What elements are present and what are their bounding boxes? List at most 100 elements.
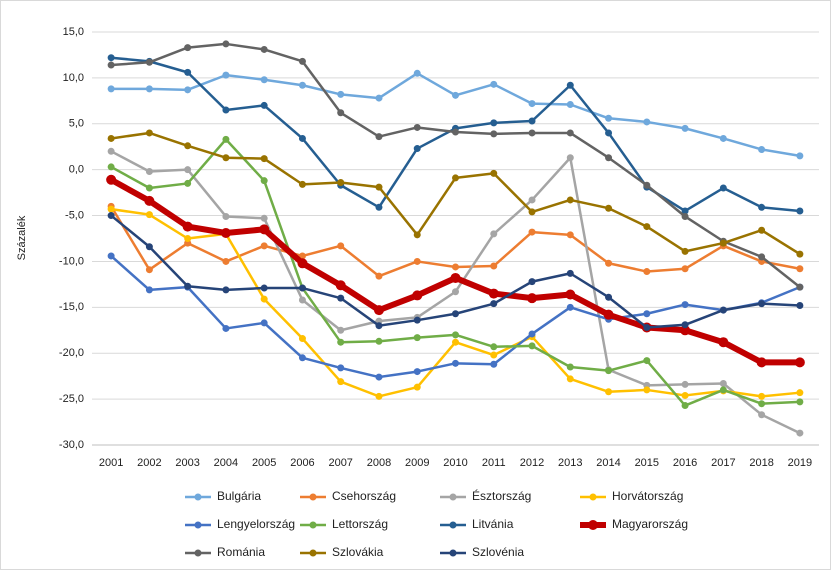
series-point [145,168,153,176]
series-point [490,80,498,88]
series-point [337,179,345,187]
series-point [452,310,459,318]
series-point [452,288,459,296]
series-point [413,257,421,265]
series-point [681,212,689,220]
series-point [222,212,230,220]
series-point [681,247,689,255]
x-tick-label: 2008 [367,457,391,469]
series-point [719,184,727,192]
series-point [375,392,383,400]
series-point [375,373,383,381]
series-point [796,398,804,406]
series-point [452,359,459,367]
series-point [565,289,576,300]
series-point [528,100,536,108]
series-point [490,300,498,308]
series-point [413,334,421,342]
series-point [337,242,345,250]
series-point [528,196,536,204]
series-point [490,351,498,359]
series-point [222,324,230,332]
series-point [337,364,345,372]
series-point [373,305,384,316]
series-point [643,324,651,332]
legend-marker [309,493,317,501]
y-tick-label: -15,0 [59,301,84,313]
series-point [681,391,689,399]
series-point [184,142,192,150]
series-point [796,152,804,160]
legend-marker [588,520,598,530]
series-point [796,265,804,273]
series-point [375,133,383,141]
series-point [643,310,651,318]
series-point [490,262,498,270]
series-point [452,91,459,99]
series-point [643,268,651,276]
series-point [527,293,538,304]
series-point [605,154,613,162]
series-point [566,375,574,383]
series-point [297,258,308,269]
series-point [260,284,268,292]
legend-marker [194,493,202,501]
series-point [719,380,727,388]
series-point [490,119,498,127]
series-point [260,45,268,53]
series-point [107,85,115,93]
series-point [107,163,115,171]
x-tick-label: 2010 [443,457,467,469]
x-tick-label: 2001 [99,457,123,469]
series-point [260,319,268,327]
x-tick-label: 2009 [405,457,429,469]
x-tick-label: 2006 [290,457,314,469]
x-tick-label: 2005 [252,457,276,469]
series-point [756,357,767,368]
series-point [145,184,153,192]
series-point [184,179,192,187]
series-point [337,109,345,117]
series-point [566,196,574,204]
legend-label: Szlovénia [472,545,524,559]
series-point [452,128,459,136]
legend-marker [309,549,317,557]
series-point [796,389,804,397]
legend-label: Szlovákia [332,545,384,559]
x-tick-label: 2003 [175,457,199,469]
series-point [605,388,613,396]
series-point [758,400,766,408]
series-point [260,214,268,222]
series-point [184,68,192,76]
series-point [375,94,383,102]
series-point [681,402,689,410]
legend: Bulgária Csehország Észtország Horvátország… [185,488,688,559]
series-point [298,284,306,292]
series-point [413,145,421,153]
x-tick-label: 2013 [558,457,582,469]
legend-label: Magyarország [612,517,688,531]
series-point [605,367,613,375]
series-point [412,290,423,301]
legend-marker [449,521,457,529]
series-point [107,134,115,142]
legend-marker [194,549,202,557]
x-tick-label: 2002 [137,457,161,469]
series-point [145,85,153,93]
series-point [222,40,230,48]
series-point [298,180,306,188]
series-point [220,227,231,238]
series-point [337,326,345,334]
series-point [413,123,421,131]
series-point [107,212,115,220]
series-point [337,294,345,302]
series-point [758,300,766,308]
series-point [490,343,498,351]
series-point [452,338,459,346]
series-point [375,337,383,345]
series-point [222,286,230,294]
series-point [144,195,155,206]
series-point [337,378,345,386]
series-point [643,386,651,394]
